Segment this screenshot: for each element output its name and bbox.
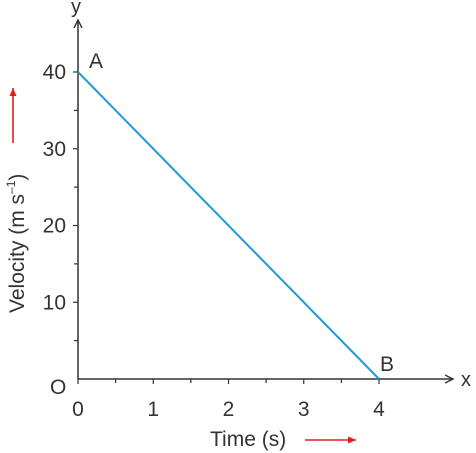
y-tick-label: 20 <box>43 215 66 238</box>
x-tick-label: 0 <box>72 398 84 421</box>
x-axis-title: Time (s) <box>210 428 286 451</box>
y-axis-title-close: ) <box>6 174 29 181</box>
y-axis-letter: y <box>71 0 81 18</box>
origin-label: O <box>50 376 66 399</box>
velocity-line <box>77 71 380 380</box>
tick-labels: 0 1 2 3 4 10 20 30 40 <box>43 61 386 421</box>
x-tick-label: 1 <box>147 398 159 421</box>
y-axis-title-superscript: –1 <box>4 180 18 194</box>
point-label-a: A <box>89 50 103 73</box>
y-axis-title-main: Velocity (m s <box>6 194 29 313</box>
x-tick-label: 4 <box>373 398 385 421</box>
x-tick-label: 3 <box>298 398 310 421</box>
y-axis-title: Velocity (m s–1) <box>4 174 29 313</box>
axis-ticks <box>73 71 380 384</box>
x-tick-label: 2 <box>223 398 235 421</box>
y-tick-label: 10 <box>43 291 66 314</box>
x-axis-letter: x <box>461 369 471 391</box>
point-label-b: B <box>380 353 394 376</box>
y-tick-label: 40 <box>43 61 66 84</box>
y-tick-label: 30 <box>43 138 66 161</box>
